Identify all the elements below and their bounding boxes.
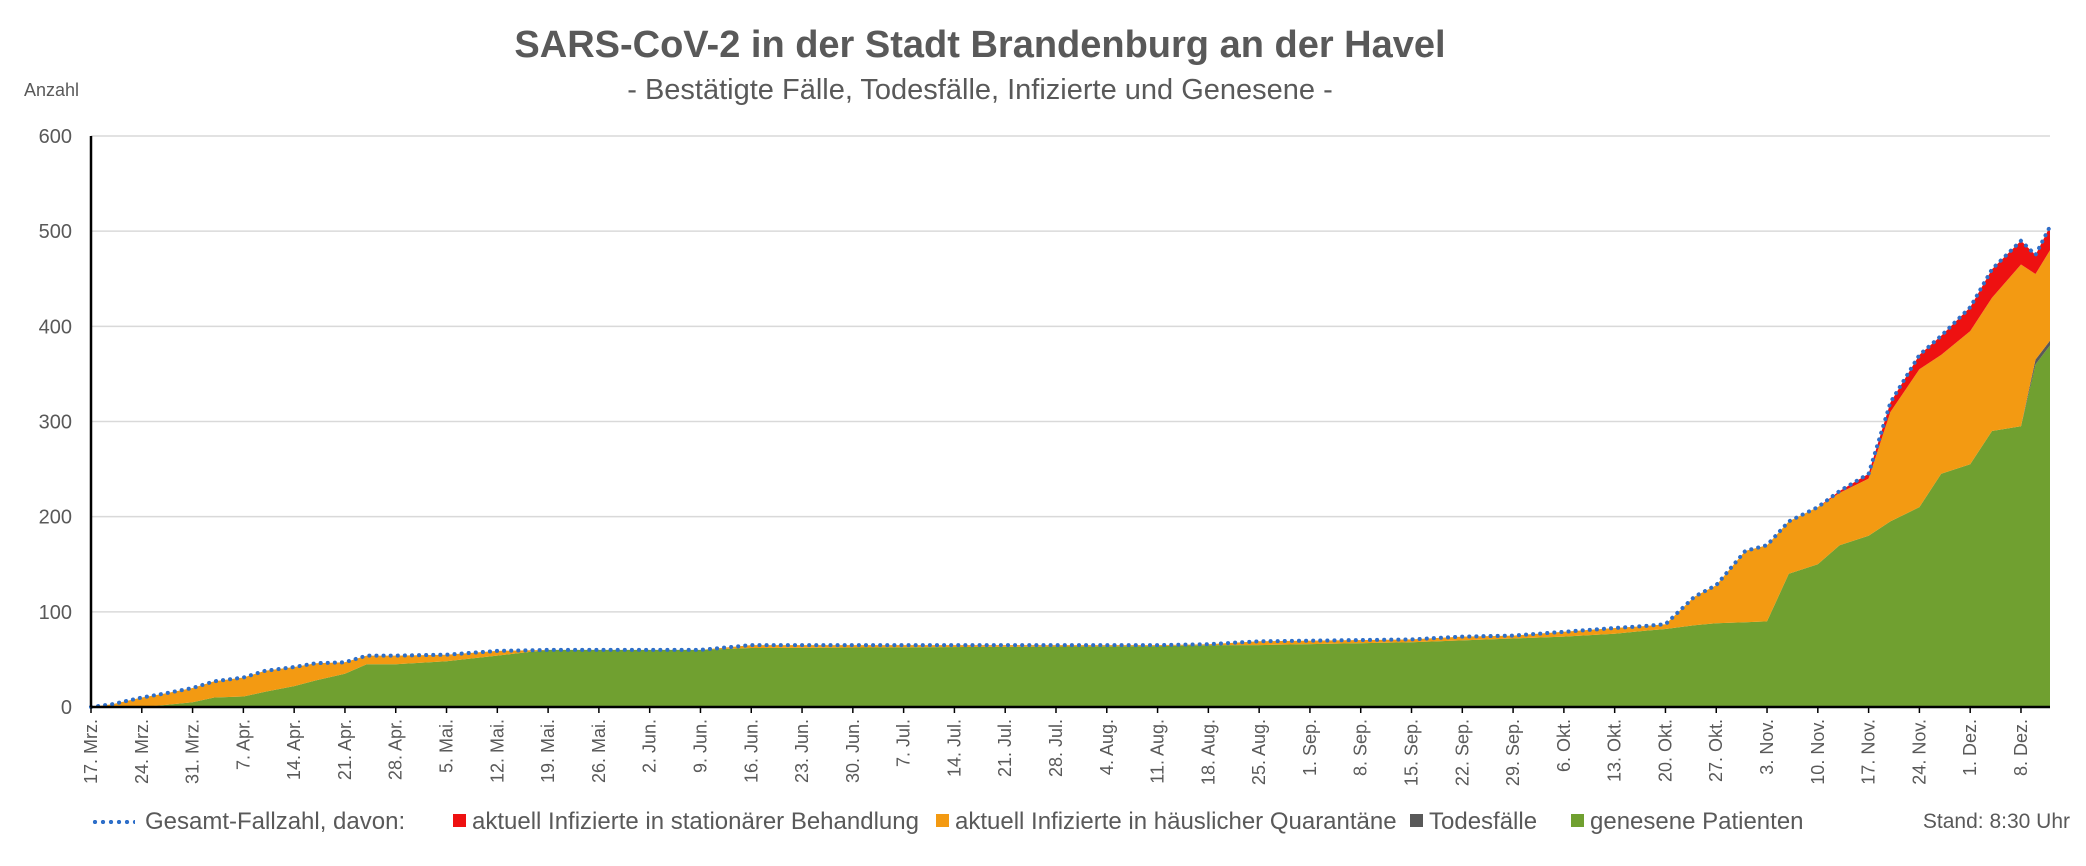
timestamp-label: Stand: 8:30 Uhr bbox=[1922, 810, 2070, 833]
grid-lines bbox=[91, 135, 2050, 613]
x-tick-label-12: 9. Jun. bbox=[691, 719, 711, 773]
y-tick-label-400: 400 bbox=[39, 316, 72, 338]
legend-item-stationaer: aktuell Infizierte in stationärer Behand… bbox=[453, 808, 919, 836]
y-tick-label-0: 0 bbox=[61, 697, 72, 719]
series-area-0 bbox=[91, 345, 2050, 707]
x-tick-label-23: 25. Aug. bbox=[1249, 719, 1269, 785]
legend-label-tod: Todesfälle bbox=[1429, 808, 1538, 835]
x-tick-label-4: 14. Apr. bbox=[284, 719, 304, 780]
x-tick-label-24: 1. Sep. bbox=[1300, 719, 1320, 776]
legend-item-tod: Todesfälle bbox=[1410, 808, 1537, 836]
legend-label-total: Gesamt-Fallzahl, davon: bbox=[145, 808, 406, 835]
x-tick-label-31: 20. Okt. bbox=[1656, 719, 1676, 782]
x-tick-label-20: 4. Aug. bbox=[1097, 719, 1117, 775]
x-tick-label-17: 14. Jul. bbox=[944, 719, 964, 777]
x-tick-label-6: 28. Apr. bbox=[386, 719, 406, 780]
x-tick-label-14: 23. Jun. bbox=[792, 719, 812, 783]
x-tick-label-15: 30. Jun. bbox=[843, 719, 863, 783]
y-tick-label-300: 300 bbox=[39, 412, 72, 434]
x-tick-label-2: 31. Mrz. bbox=[183, 719, 203, 784]
x-tick-label-34: 10. Nov. bbox=[1808, 719, 1828, 785]
x-tick-label-9: 19. Mai. bbox=[538, 719, 558, 783]
x-tick-label-19: 28. Jul. bbox=[1046, 719, 1066, 777]
x-tick-label-11: 2. Jun. bbox=[640, 719, 660, 773]
chart-canvas: 0 100 200 300 400 500 600 17. Mrz. 24. Mrz. 31. … bbox=[39, 126, 2052, 786]
legend-label-genesen: genesene Patienten bbox=[1590, 808, 1804, 835]
x-tick-labels: 17. Mrz. 24. Mrz. 31. Mrz. 7. Apr. 14. Apr. 2… bbox=[81, 719, 2031, 786]
x-tick-label-29: 6. Okt. bbox=[1554, 719, 1574, 772]
x-tick-label-37: 1. Dez. bbox=[1960, 719, 1980, 776]
green-swatch bbox=[1571, 814, 1584, 827]
x-tick-label-32: 27. Okt. bbox=[1706, 719, 1726, 782]
x-tick-label-13: 16. Jun. bbox=[741, 719, 761, 783]
x-tick-label-26: 15. Sep. bbox=[1402, 719, 1422, 786]
x-tick-label-5: 21. Apr. bbox=[335, 719, 355, 780]
legend-item-quarantaene: aktuell Infizierte in häuslicher Quarant… bbox=[936, 808, 1397, 836]
gray-swatch bbox=[1410, 814, 1423, 827]
x-tick-label-18: 21. Jul. bbox=[995, 719, 1015, 777]
area-layers bbox=[91, 226, 2050, 707]
x-tick-label-25: 8. Sep. bbox=[1351, 719, 1371, 776]
y-tick-label-600: 600 bbox=[39, 126, 72, 148]
axes bbox=[89, 136, 2050, 713]
y-axis-label: Anzahl bbox=[24, 80, 80, 100]
red-swatch bbox=[453, 814, 466, 827]
y-tick-label-500: 500 bbox=[39, 221, 72, 243]
total-line-layer bbox=[89, 224, 2052, 709]
chart-subtitle: - Bestätigte Fälle, Todesfälle, Infizier… bbox=[627, 74, 1333, 106]
x-tick-label-27: 22. Sep. bbox=[1452, 719, 1472, 786]
x-tick-label-30: 13. Okt. bbox=[1605, 719, 1625, 782]
x-tick-label-10: 26. Mai. bbox=[589, 719, 609, 783]
legend-item-genesen: genesene Patienten bbox=[1571, 808, 1804, 836]
y-tick-label-200: 200 bbox=[39, 507, 72, 529]
x-tick-label-1: 24. Mrz. bbox=[132, 719, 152, 784]
x-tick-label-36: 24. Nov. bbox=[1909, 719, 1929, 785]
legend-label-stationaer: aktuell Infizierte in stationärer Behand… bbox=[472, 808, 919, 835]
x-tick-label-3: 7. Apr. bbox=[233, 719, 253, 770]
x-tick-label-35: 17. Nov. bbox=[1859, 719, 1879, 785]
total-cases-line bbox=[89, 224, 2052, 709]
x-tick-label-16: 7. Jul. bbox=[894, 719, 914, 767]
orange-swatch bbox=[936, 814, 949, 827]
legend-label-quarantaene: aktuell Infizierte in häuslicher Quarant… bbox=[955, 808, 1397, 835]
x-tick-label-8: 12. Mai. bbox=[487, 719, 507, 783]
x-tick-label-22: 18. Aug. bbox=[1198, 719, 1218, 785]
x-tick-label-33: 3. Nov. bbox=[1757, 719, 1777, 775]
y-tick-label-100: 100 bbox=[39, 602, 72, 624]
x-tick-label-38: 8. Dez. bbox=[2011, 719, 2031, 776]
chart-title: SARS-CoV-2 in der Stadt Brandenburg an d… bbox=[514, 24, 1446, 66]
x-tick-label-7: 5. Mai. bbox=[437, 719, 457, 773]
dotted-line-swatch bbox=[91, 820, 135, 824]
x-tick-label-21: 11. Aug. bbox=[1148, 719, 1168, 784]
legend-item-total: Gesamt-Fallzahl, davon: bbox=[91, 808, 405, 836]
y-tick-labels: 0 100 200 300 400 500 600 bbox=[39, 126, 72, 719]
x-tick-label-0: 17. Mrz. bbox=[81, 719, 101, 784]
x-tick-label-28: 29. Sep. bbox=[1503, 719, 1523, 786]
